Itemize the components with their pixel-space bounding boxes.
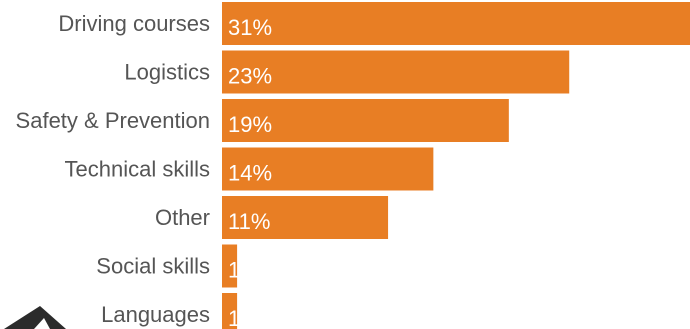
bar-5 — [222, 244, 238, 288]
value-labels-group: 31% 23% 19% 14% 11% 1% 1% — [228, 15, 272, 329]
value-label-3: 14% — [228, 161, 272, 186]
value-label-2: 19% — [228, 112, 272, 137]
category-label-0: Driving courses — [58, 11, 210, 36]
category-labels-group: Driving courses Logistics Safety & Prevent… — [16, 11, 210, 327]
bar-3 — [222, 147, 434, 191]
value-label-5: 1% — [228, 258, 260, 283]
value-label-0: 31% — [228, 15, 272, 40]
category-label-2: Safety & Prevention — [16, 108, 210, 133]
category-label-1: Logistics — [124, 60, 210, 85]
bars-group — [222, 2, 690, 329]
value-label-6: 1% — [228, 306, 260, 329]
bar-1 — [222, 50, 570, 94]
value-label-1: 23% — [228, 64, 272, 89]
category-label-4: Other — [155, 205, 210, 230]
bar-0 — [222, 2, 690, 45]
bar-2 — [222, 99, 509, 142]
bar-4 — [222, 196, 389, 239]
value-label-4: 11% — [228, 209, 270, 234]
bar-6 — [222, 293, 238, 329]
category-label-6: Languages — [101, 302, 210, 327]
corner-logo-icon — [4, 306, 66, 329]
category-label-5: Social skills — [96, 254, 210, 279]
category-label-3: Technical skills — [65, 157, 211, 182]
